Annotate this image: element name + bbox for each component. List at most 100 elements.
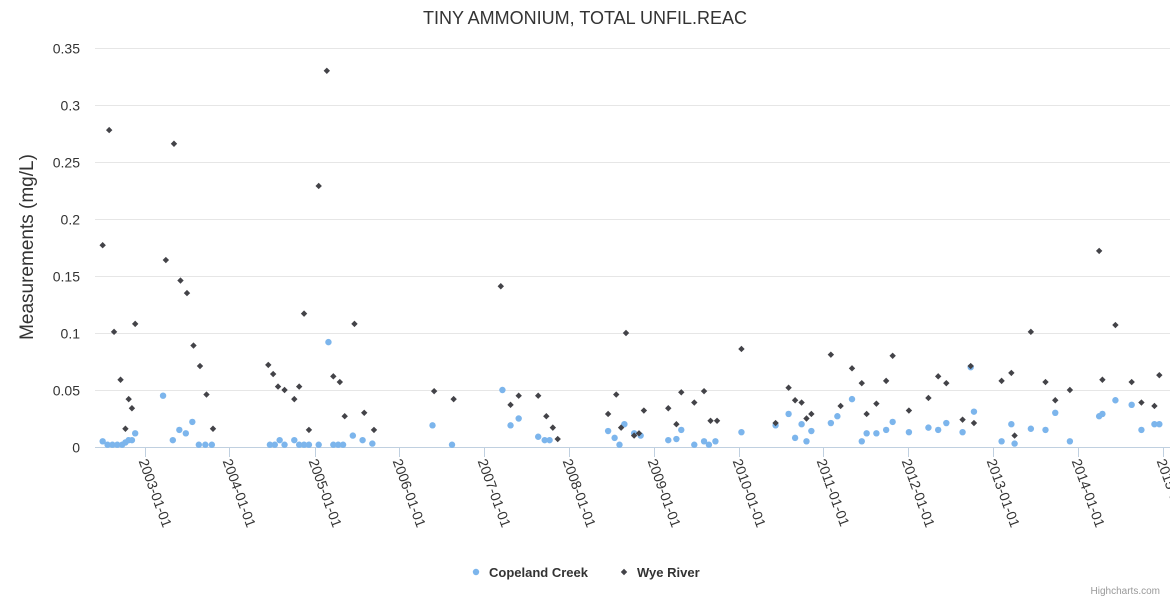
data-point[interactable]	[202, 441, 209, 448]
data-point[interactable]	[323, 67, 331, 74]
data-point[interactable]	[300, 310, 308, 317]
data-point[interactable]	[905, 428, 913, 436]
data-point[interactable]	[873, 430, 880, 437]
data-point[interactable]	[791, 434, 799, 442]
data-point[interactable]	[621, 421, 628, 428]
data-point[interactable]	[330, 441, 337, 448]
data-point[interactable]	[1138, 399, 1145, 406]
data-point[interactable]	[208, 441, 216, 448]
data-point[interactable]	[203, 391, 210, 398]
data-point[interactable]	[1011, 432, 1018, 439]
data-point[interactable]	[265, 361, 272, 369]
data-point[interactable]	[678, 389, 685, 396]
data-point[interactable]	[934, 426, 942, 434]
data-point[interactable]	[315, 182, 322, 190]
data-point[interactable]	[943, 379, 950, 387]
data-point[interactable]	[351, 320, 358, 328]
data-point[interactable]	[630, 432, 638, 439]
data-point[interactable]	[970, 408, 978, 415]
data-point[interactable]	[125, 395, 132, 403]
data-point[interactable]	[189, 418, 196, 426]
data-point[interactable]	[808, 427, 815, 435]
data-point[interactable]	[837, 402, 844, 410]
data-point[interactable]	[1042, 426, 1049, 434]
data-point[interactable]	[554, 435, 561, 443]
data-point[interactable]	[665, 405, 672, 412]
data-point[interactable]	[128, 436, 136, 444]
data-point[interactable]	[1011, 440, 1018, 447]
data-point[interactable]	[707, 417, 714, 424]
data-point[interactable]	[673, 435, 680, 443]
data-point[interactable]	[943, 419, 950, 427]
data-point[interactable]	[1008, 369, 1015, 377]
data-point[interactable]	[450, 395, 457, 403]
data-point[interactable]	[604, 427, 612, 435]
data-point[interactable]	[281, 441, 288, 448]
data-point[interactable]	[617, 424, 625, 431]
data-point[interactable]	[1066, 386, 1074, 394]
data-point[interactable]	[549, 424, 557, 431]
data-point[interactable]	[325, 338, 332, 346]
data-point[interactable]	[341, 413, 348, 420]
data-point[interactable]	[330, 373, 337, 380]
data-point[interactable]	[448, 441, 456, 448]
data-point[interactable]	[515, 392, 522, 399]
data-point[interactable]	[281, 386, 288, 394]
data-point[interactable]	[803, 415, 810, 422]
data-point[interactable]	[738, 428, 745, 436]
data-point[interactable]	[798, 421, 805, 428]
data-point[interactable]	[128, 405, 136, 412]
data-point[interactable]	[190, 342, 197, 349]
data-point[interactable]	[691, 399, 698, 406]
data-point[interactable]	[1151, 402, 1158, 410]
data-point[interactable]	[665, 436, 672, 444]
data-point[interactable]	[271, 441, 278, 448]
data-point[interactable]	[349, 432, 357, 439]
data-point[interactable]	[616, 441, 623, 448]
data-point[interactable]	[998, 377, 1005, 385]
data-point[interactable]	[712, 438, 719, 445]
data-point[interactable]	[834, 413, 841, 420]
data-point[interactable]	[315, 441, 322, 448]
data-point[interactable]	[99, 438, 106, 445]
data-point[interactable]	[131, 430, 139, 437]
data-point[interactable]	[170, 140, 178, 147]
data-point[interactable]	[109, 441, 116, 448]
data-point[interactable]	[370, 426, 378, 434]
data-point[interactable]	[291, 436, 298, 444]
data-point[interactable]	[967, 362, 974, 370]
data-point[interactable]	[169, 436, 177, 444]
data-point[interactable]	[848, 395, 856, 403]
data-point[interactable]	[497, 283, 504, 290]
data-point[interactable]	[105, 126, 113, 134]
data-point[interactable]	[925, 394, 932, 402]
data-point[interactable]	[827, 351, 835, 358]
data-point[interactable]	[1052, 409, 1059, 416]
data-point[interactable]	[339, 441, 347, 448]
data-point[interactable]	[700, 438, 708, 445]
data-point[interactable]	[334, 441, 342, 448]
data-point[interactable]	[848, 365, 856, 372]
data-point[interactable]	[159, 392, 167, 399]
data-point[interactable]	[882, 426, 890, 434]
data-point[interactable]	[705, 441, 713, 448]
data-point[interactable]	[873, 400, 880, 407]
data-point[interactable]	[177, 277, 184, 284]
data-point[interactable]	[361, 409, 368, 416]
data-point[interactable]	[882, 377, 890, 385]
data-point[interactable]	[1128, 401, 1135, 409]
data-point[interactable]	[613, 391, 620, 398]
legend[interactable]: Copeland Creek Wye River	[472, 565, 700, 580]
data-point[interactable]	[905, 407, 913, 414]
data-point[interactable]	[889, 352, 896, 359]
data-point[interactable]	[499, 386, 506, 394]
data-point[interactable]	[791, 397, 799, 404]
data-point[interactable]	[305, 426, 313, 434]
data-point[interactable]	[546, 436, 553, 444]
data-point[interactable]	[209, 425, 217, 432]
data-point[interactable]	[640, 407, 648, 414]
data-point[interactable]	[110, 328, 118, 336]
data-point[interactable]	[622, 329, 630, 337]
data-point[interactable]	[122, 425, 129, 432]
data-point[interactable]	[803, 438, 810, 445]
